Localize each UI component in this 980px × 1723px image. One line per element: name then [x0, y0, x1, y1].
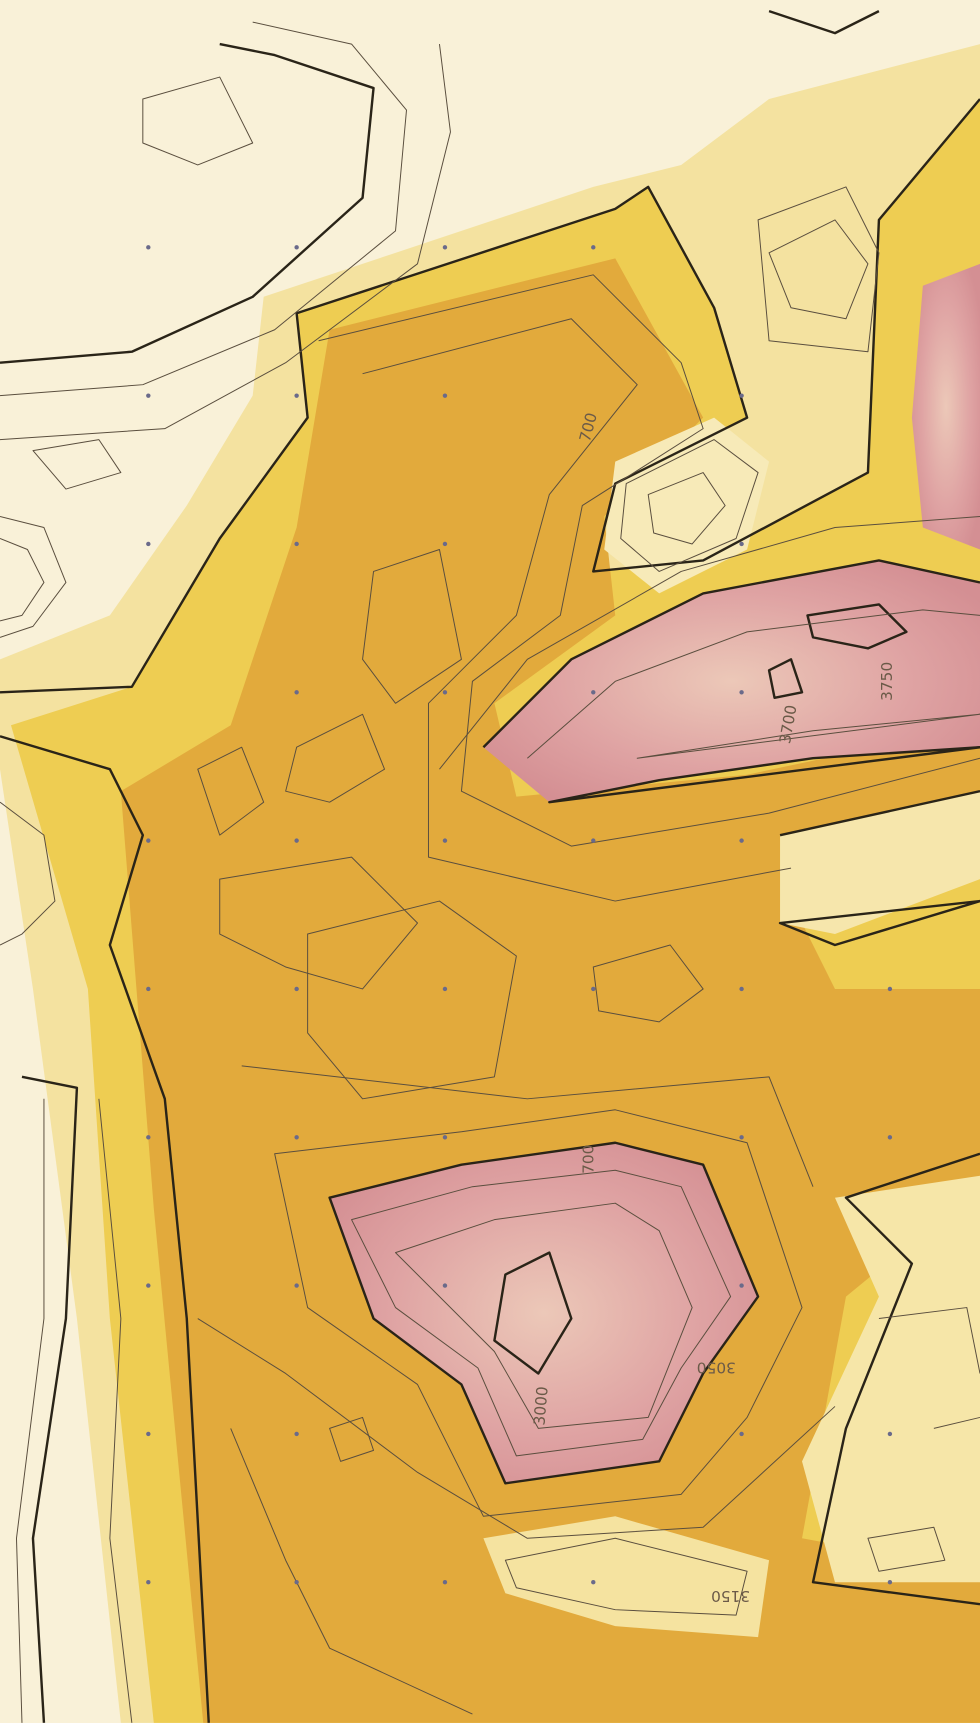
pale-island — [483, 1516, 770, 1638]
contour-lines — [0, 9, 980, 1723]
pink-high — [483, 560, 980, 803]
pink-high — [329, 1142, 759, 1484]
pale-island — [802, 1175, 980, 1583]
pale-island — [604, 417, 770, 594]
contour-label: 700 — [579, 1145, 597, 1174]
pale-island — [780, 791, 980, 935]
contour-label: 3150 — [711, 1587, 750, 1605]
orange-zone — [120, 258, 980, 1723]
contour-label: 3000 — [530, 1386, 551, 1427]
pink-high — [911, 263, 980, 550]
contour-label: 3050 — [697, 1358, 736, 1376]
survey-points — [146, 245, 893, 1585]
contour-label: 3750 — [878, 662, 896, 701]
